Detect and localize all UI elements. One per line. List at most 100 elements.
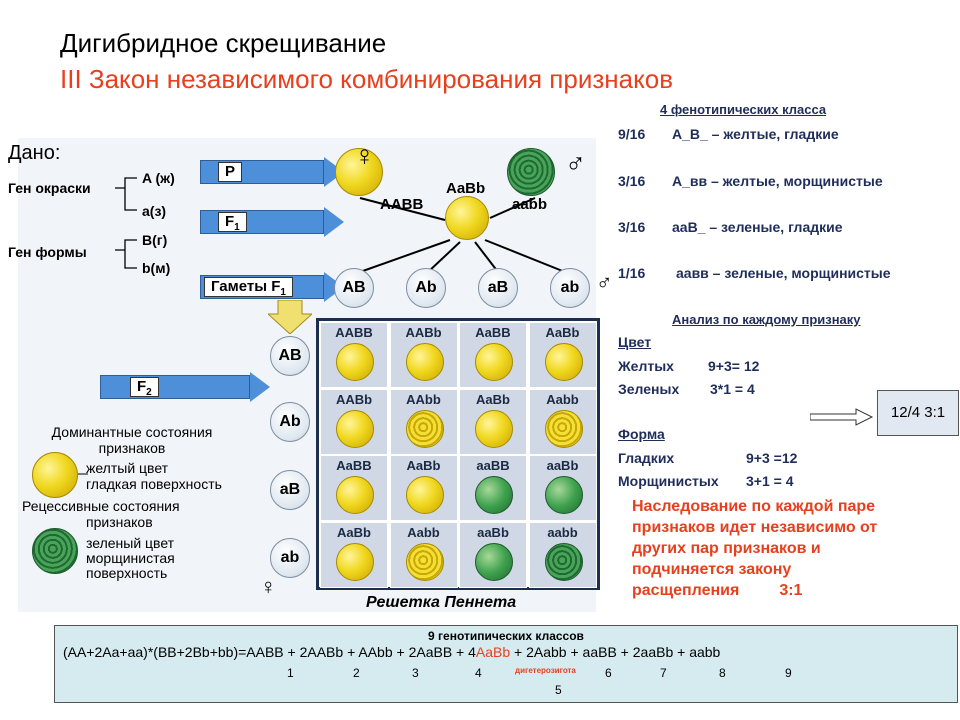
pheno-text-4: аавв – зеленые, морщинистые bbox=[676, 265, 891, 281]
punnett-cell-genotype: aaBb bbox=[546, 458, 579, 473]
arrow-f1: F1 bbox=[200, 207, 344, 237]
gamete-top-1: AB bbox=[334, 268, 374, 308]
arrow-gametes-label: Гаметы F1 bbox=[204, 277, 293, 298]
class-number-6: 6 bbox=[605, 666, 612, 680]
conclusion-text: Наследование по каждой паре признаков ид… bbox=[632, 498, 878, 599]
allele-a: a(з) bbox=[142, 203, 167, 219]
punnett-cell-pea bbox=[475, 409, 513, 448]
gamete-left-2: Ab bbox=[270, 402, 310, 442]
pheno-frac-4: 1/16 bbox=[618, 265, 646, 281]
legend-dominant-desc: желтый цвет гладкая поверхность bbox=[86, 460, 222, 492]
punnett-cell-genotype: AaBB bbox=[475, 325, 511, 340]
analysis-green-val: 3*1 = 4 bbox=[710, 381, 755, 397]
punnett-caption: Решетка Пеннета bbox=[366, 594, 517, 611]
punnett-cell-pea bbox=[405, 542, 444, 581]
punnett-cell-pea bbox=[336, 476, 374, 514]
gamete-left-4: ab bbox=[270, 538, 310, 578]
punnett-cell: AABb bbox=[389, 322, 458, 388]
legend-pointer-1 bbox=[78, 473, 88, 475]
class-number-8: 8 bbox=[719, 666, 726, 680]
pheno-text-1: A_B_ – желтые, гладкие bbox=[672, 126, 839, 142]
ratio-arrow-icon bbox=[810, 408, 874, 426]
pheno-text-2: A_вв – желтые, морщинистые bbox=[672, 173, 883, 189]
male-symbol-gametes-icon: ♂ bbox=[596, 270, 613, 295]
punnett-cell-genotype: Aabb bbox=[407, 524, 440, 540]
gamete-top-2: Ab bbox=[406, 268, 446, 308]
legend-dominant-title: Доминантные состояния признаков bbox=[51, 424, 213, 456]
arrow-gametes: Гаметы F1 bbox=[200, 272, 344, 302]
punnett-cell: AABB bbox=[320, 322, 388, 388]
slide-title: Дигибридное скрещивание bbox=[60, 28, 387, 58]
f1-pea bbox=[445, 196, 489, 240]
punnett-cell-genotype: AABb bbox=[405, 325, 442, 340]
punnett-cell: AaBb bbox=[389, 455, 458, 521]
dano-heading: Дано: bbox=[8, 142, 61, 164]
arrow-f2-label: F2 bbox=[130, 377, 159, 398]
arrow-f2: F2 bbox=[100, 372, 270, 402]
punnett-cell-pea bbox=[405, 476, 444, 514]
cross-lines bbox=[359, 197, 566, 273]
slide-subtitle: III Закон независимого комбинирования пр… bbox=[60, 64, 674, 94]
analysis-yellow: Желтых bbox=[618, 358, 674, 374]
genotype-heading: 9 генотипических классов bbox=[428, 629, 584, 643]
punnett-grid: AABB AABb AaBB AaBb AABb AAbb AaBb Aabb AaBB AaBb… bbox=[316, 318, 600, 590]
allele-A: A (ж) bbox=[142, 170, 175, 186]
punnett-cell-genotype: AaBb bbox=[545, 325, 580, 340]
punnett-cell-pea bbox=[475, 343, 513, 381]
gamete-left-1: AB bbox=[270, 336, 310, 376]
genotype-formula-box: 9 генотипических классов (AA+2Aa+aa)*(BB… bbox=[54, 625, 958, 703]
analysis-shape-label: Форма bbox=[618, 426, 665, 442]
punnett-cell: aaBb bbox=[528, 455, 597, 521]
punnett-cell: AABb bbox=[320, 388, 388, 455]
punnett-cell: AaBB bbox=[459, 322, 527, 388]
class-number-3: 3 bbox=[412, 666, 419, 680]
analysis-color-label: Цвет bbox=[618, 334, 652, 350]
punnett-cell-pea bbox=[544, 409, 583, 448]
class-number-7: 7 bbox=[660, 666, 667, 680]
class-number-2: 2 bbox=[353, 666, 360, 680]
gamete-top-3: aB bbox=[478, 268, 518, 308]
f1-genotype: AaBb bbox=[446, 180, 486, 197]
analysis-wrinkled-val: 3+1 = 4 bbox=[746, 473, 794, 489]
punnett-cell-genotype: aaBb bbox=[477, 524, 509, 540]
diheterozygote-label: дигетерозигота bbox=[515, 666, 576, 675]
punnett-cell-genotype: Aabb bbox=[546, 391, 579, 407]
analysis-yellow-val: 9+3= 12 bbox=[708, 358, 760, 374]
punnett-cell-pea bbox=[336, 409, 374, 448]
allele-b: b(м) bbox=[142, 260, 171, 276]
punnett-cell: Aabb bbox=[389, 521, 458, 588]
parent-mother-genotype: AABB bbox=[380, 196, 424, 213]
arrow-p-label: P bbox=[218, 162, 243, 182]
punnett-cell-pea bbox=[544, 476, 583, 514]
punnett-cell: aaBb bbox=[459, 521, 527, 588]
arrow-f1-label: F1 bbox=[218, 212, 247, 233]
punnett-cell-pea bbox=[475, 542, 513, 581]
legend-green-pea bbox=[32, 528, 78, 574]
gene-shape-label: Ген формы bbox=[8, 244, 87, 260]
pheno-frac-1: 9/16 bbox=[618, 126, 646, 142]
gamete-top-4: ab bbox=[550, 268, 590, 308]
punnett-cell-genotype: aabb bbox=[547, 524, 578, 540]
punnett-cell-genotype: AABb bbox=[335, 391, 373, 407]
class-number-5: 5 bbox=[555, 683, 562, 697]
punnett-cell-pea bbox=[336, 343, 374, 381]
parent-green-pea bbox=[507, 148, 555, 196]
gene-color-label: Ген окраски bbox=[8, 180, 91, 196]
punnett-cell-genotype: AaBb bbox=[337, 524, 371, 540]
parent-father-genotype: aabb bbox=[512, 196, 548, 213]
punnett-cell-pea bbox=[475, 476, 513, 514]
punnett-cell: AaBb bbox=[459, 388, 527, 455]
punnett-cell-pea bbox=[544, 343, 583, 381]
genotype-formula: (AA+2Aa+aa)*(BB+2Bb+bb)=AABB + 2AABb + A… bbox=[63, 644, 721, 660]
punnett-cell: aabb bbox=[528, 521, 597, 588]
punnett-cell-pea bbox=[544, 542, 583, 581]
punnett-cell-pea bbox=[336, 542, 374, 581]
legend-recessive-title: Рецессивные состояния признаков bbox=[22, 498, 180, 530]
punnett-cell-genotype: AABB bbox=[335, 325, 373, 340]
punnett-cell-genotype: AAbb bbox=[406, 391, 441, 407]
down-arrow-icon bbox=[268, 300, 312, 334]
analysis-smooth: Гладких bbox=[618, 450, 675, 466]
pheno-frac-3: 3/16 bbox=[618, 219, 646, 235]
punnett-cell: AAbb bbox=[389, 388, 458, 455]
punnett-cell: AaBb bbox=[528, 322, 597, 388]
